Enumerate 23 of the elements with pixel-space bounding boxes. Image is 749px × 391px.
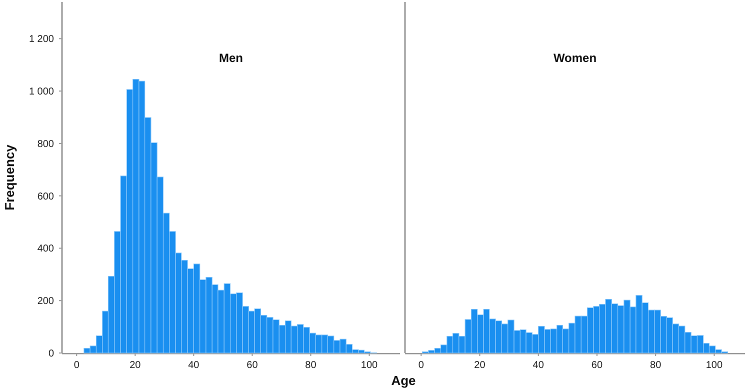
x-tick-label: 100 — [360, 360, 378, 371]
y-axis-title: Frequency — [2, 144, 17, 210]
y-tick-label: 600 — [37, 191, 54, 202]
y-tick-label: 0 — [48, 348, 54, 360]
x-tick-label: 20 — [474, 360, 486, 371]
x-tick-label: 60 — [591, 360, 603, 371]
text: Women — [553, 51, 597, 65]
x-tick-label: 80 — [305, 360, 317, 371]
y-tick-label: 400 — [37, 244, 54, 255]
x-tick-label: 100 — [706, 360, 724, 371]
y-tick-label: 1 200 — [28, 34, 54, 46]
text: Men — [219, 51, 243, 65]
x-tick-label: 0 — [418, 360, 424, 371]
x-tick-label: 0 — [74, 360, 80, 371]
x-tick-label: 60 — [246, 360, 258, 371]
x-tick-label: 40 — [532, 360, 544, 371]
y-tick-label: 1 000 — [28, 86, 54, 98]
x-tick-label: 20 — [130, 360, 142, 371]
x-tick-label: 40 — [188, 360, 200, 371]
y-tick-label: 800 — [37, 138, 54, 150]
x-axis-title: Age — [391, 373, 416, 388]
y-tick-label: 200 — [37, 296, 54, 308]
x-tick-label: 80 — [650, 360, 662, 371]
